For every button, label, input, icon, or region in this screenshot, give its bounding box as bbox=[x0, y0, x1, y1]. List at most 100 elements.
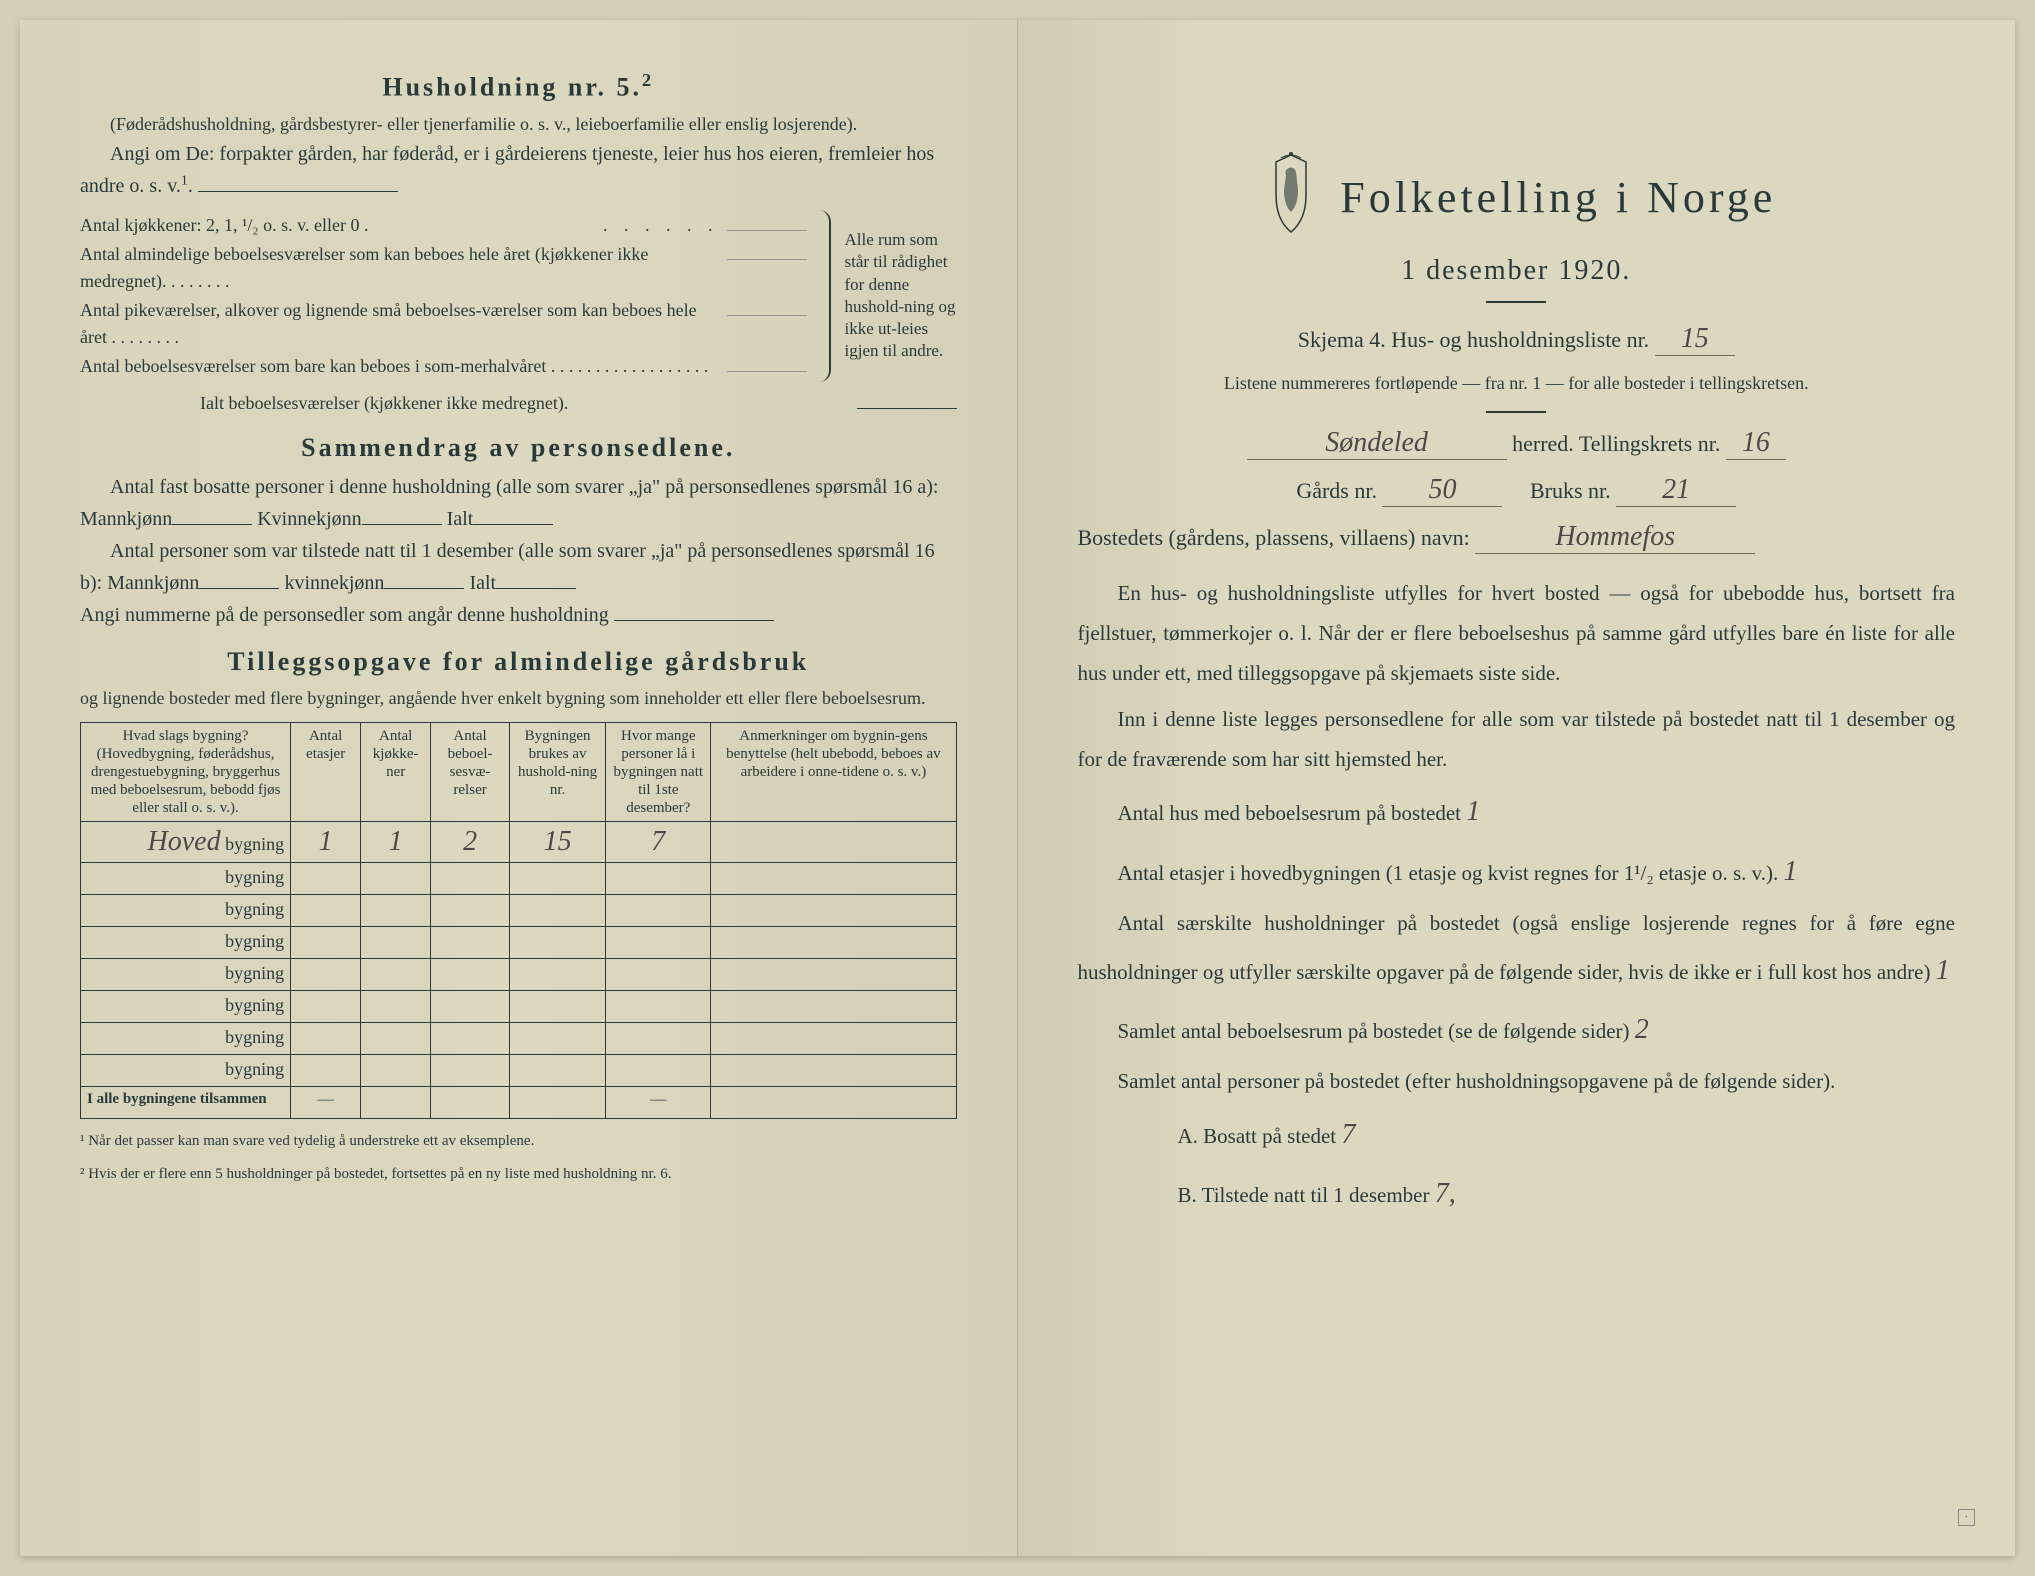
summary-line-1: Antal fast bosatte personer i denne hush… bbox=[80, 471, 957, 535]
summary-1a: Antal fast bosatte personer i denne hush… bbox=[80, 476, 939, 530]
q3: Antal særskilte husholdninger på bostede… bbox=[1078, 904, 1956, 997]
r1v4: 7 bbox=[606, 821, 711, 862]
table-row: Hoved bygning 1 1 2 15 7 bbox=[81, 821, 957, 862]
bosted-label: Bostedets (gårdens, plassens, villaens) … bbox=[1078, 525, 1470, 550]
document-spread: Husholdning nr. 5.2 (Føderådshusholdning… bbox=[20, 20, 2015, 1556]
schema-val: 15 bbox=[1655, 323, 1735, 356]
table-total-row: I alle bygningene tilsammen — — bbox=[81, 1086, 957, 1118]
dash2 bbox=[431, 1086, 510, 1118]
table-header-row: Hvad slags bygning? (Hovedbygning, føder… bbox=[81, 722, 957, 821]
s1a-fill bbox=[172, 524, 252, 525]
rooms-line-2: Antal pikeværelser, alkover og lignende … bbox=[80, 297, 727, 351]
q1-val: 1 bbox=[1466, 796, 1480, 827]
s2c-fill bbox=[496, 588, 576, 589]
intro-2-sup: 1 bbox=[181, 173, 188, 188]
s1b-fill bbox=[362, 524, 442, 525]
th-3: Antal beboel-sesvæ-relser bbox=[431, 722, 510, 821]
s1c-fill bbox=[473, 524, 553, 525]
gard-val: 50 bbox=[1382, 474, 1502, 507]
summary-1c: Ialt bbox=[447, 508, 474, 530]
herred-line: Søndeled herred. Tellingskrets nr. 16 bbox=[1078, 427, 1956, 460]
summary-2b: kvinnekjønn bbox=[284, 572, 384, 594]
summary-heading: Sammendrag av personsedlene. bbox=[80, 433, 957, 463]
row-label: bygning bbox=[81, 862, 291, 894]
th-6: Anmerkninger om bygnin-gens benyttelse (… bbox=[711, 722, 956, 821]
r1v0: 1 bbox=[291, 821, 361, 862]
sub-date: 1 desember 1920. bbox=[1078, 255, 1956, 287]
gard-line: Gårds nr. 50 Bruks nr. 21 bbox=[1078, 474, 1956, 507]
row-label: bygning bbox=[81, 926, 291, 958]
para-1: En hus- og husholdningsliste utfylles fo… bbox=[1078, 574, 1956, 694]
s2b-fill bbox=[384, 588, 464, 589]
intro-1: (Føderådshusholdning, gårdsbestyrer- ell… bbox=[80, 111, 957, 138]
q2: Antal etasjer i hovedbygningen (1 etasje… bbox=[1078, 845, 1956, 898]
rooms-line-1: Antal almindelige beboelsesværelser som … bbox=[80, 241, 727, 295]
rooms-left: Antal kjøkkener: 2, 1, ¹/₂ o. s. v. elle… bbox=[80, 210, 807, 382]
footnote-2: ² Hvis der er flere enn 5 husholdninger … bbox=[80, 1164, 957, 1185]
supplement-intro: og lignende bosteder med flere bygninger… bbox=[80, 685, 957, 712]
rooms-fill-1 bbox=[727, 259, 807, 260]
para-2: Inn i denne liste legges personsedlene f… bbox=[1078, 700, 1956, 780]
rooms-line-3: Antal beboelsesværelser som bare kan beb… bbox=[80, 353, 727, 380]
schema-divider bbox=[1486, 411, 1546, 413]
summary-2c: Ialt bbox=[469, 572, 496, 594]
dash0: — bbox=[291, 1086, 361, 1118]
printer-mark: · bbox=[1958, 1509, 1975, 1526]
table-row: bygning bbox=[81, 894, 957, 926]
herred-label: herred. Tellingskrets nr. bbox=[1512, 431, 1720, 456]
bosted-line: Bostedets (gårdens, plassens, villaens) … bbox=[1078, 521, 1956, 554]
total-rooms-label: Ialt beboelsesværelser (kjøkkener ikke m… bbox=[80, 390, 568, 417]
gard-label: Gårds nr. bbox=[1296, 478, 1377, 503]
table-row: bygning bbox=[81, 926, 957, 958]
table-row: bygning bbox=[81, 1054, 957, 1086]
row-label: bygning bbox=[81, 1054, 291, 1086]
crest-icon bbox=[1256, 150, 1326, 245]
dash3 bbox=[509, 1086, 605, 1118]
row-label: bygning bbox=[81, 958, 291, 990]
r1v2: 2 bbox=[431, 821, 510, 862]
rooms-fill-3 bbox=[727, 371, 807, 372]
qB-label: B. Tilstede natt til 1 desember bbox=[1178, 1183, 1430, 1207]
schema-line: Skjema 4. Hus- og husholdningsliste nr. … bbox=[1078, 323, 1956, 356]
row-label: bygning bbox=[81, 990, 291, 1022]
row-suffix: bygning bbox=[225, 834, 284, 854]
bosted-val: Hommefos bbox=[1475, 521, 1755, 554]
schema-label: Skjema 4. Hus- og husholdningsliste nr. bbox=[1298, 327, 1649, 352]
building-table: Hvad slags bygning? (Hovedbygning, føder… bbox=[80, 722, 957, 1119]
title-block: Folketelling i Norge 1 desember 1920. bbox=[1078, 150, 1956, 303]
table-row: bygning bbox=[81, 1022, 957, 1054]
summary-line-2: Antal personer som var tilstede natt til… bbox=[80, 535, 957, 599]
th-5: Hvor mange personer lå i bygningen natt … bbox=[606, 722, 711, 821]
q4: Samlet antal beboelsesrum på bostedet (s… bbox=[1078, 1003, 1956, 1056]
herred-val: Søndeled bbox=[1247, 427, 1507, 460]
intro-2: Angi om De: forpakter gården, har føderå… bbox=[80, 138, 957, 202]
body-text: En hus- og husholdningsliste utfylles fo… bbox=[1078, 574, 1956, 1220]
heading-text: Husholdning nr. 5. bbox=[382, 73, 642, 102]
q2-val: 1 bbox=[1784, 856, 1798, 887]
schema-note: Listene nummereres fortløpende — fra nr.… bbox=[1078, 370, 1956, 397]
main-title: Folketelling i Norge bbox=[1340, 172, 1776, 223]
total-rooms-fill bbox=[857, 408, 957, 409]
summary-2a: Antal personer som var tilstede natt til… bbox=[80, 540, 935, 594]
qA-label: A. Bosatt på stedet bbox=[1178, 1124, 1337, 1148]
table-row: bygning bbox=[81, 958, 957, 990]
th-0: Hvad slags bygning? (Hovedbygning, føder… bbox=[81, 722, 291, 821]
household-heading: Husholdning nr. 5.2 bbox=[80, 70, 957, 103]
blank-line bbox=[198, 191, 398, 192]
table-row: bygning bbox=[81, 862, 957, 894]
s2a-fill bbox=[199, 588, 279, 589]
qB: B. Tilstede natt til 1 desember 7, bbox=[1078, 1167, 1956, 1220]
th-2: Antal kjøkke-ner bbox=[361, 722, 431, 821]
heading-sup: 2 bbox=[642, 70, 654, 90]
q1-label: Antal hus med beboelsesrum på bostedet bbox=[1118, 801, 1462, 825]
q3-label: Antal særskilte husholdninger på bostede… bbox=[1078, 911, 1956, 984]
r1v1: 1 bbox=[361, 821, 431, 862]
q5: Samlet antal personer på bostedet (efter… bbox=[1078, 1062, 1956, 1102]
total-label: I alle bygningene tilsammen bbox=[81, 1086, 291, 1118]
qA-val: 7 bbox=[1341, 1119, 1355, 1150]
dash1 bbox=[361, 1086, 431, 1118]
q2-label: Antal etasjer i hovedbygningen (1 etasje… bbox=[1118, 861, 1779, 885]
row1-name: Hoved bbox=[148, 826, 221, 857]
th-1: Antal etasjer bbox=[291, 722, 361, 821]
footnote-1: ¹ Når det passer kan man svare ved tydel… bbox=[80, 1131, 957, 1152]
